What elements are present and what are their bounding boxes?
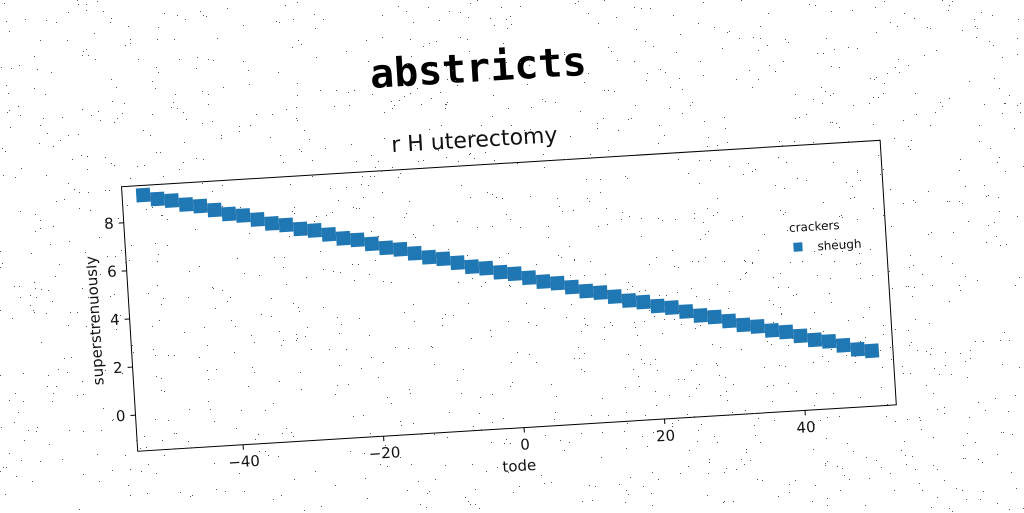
- data-point: [464, 259, 479, 274]
- scatter-chart: r H uterectomy −40 −20 0 20 40 0 2 4 6 8 tode su…: [79, 99, 919, 508]
- y-tick-label: 0: [115, 407, 126, 426]
- data-point: [379, 240, 394, 255]
- legend-title: crackers: [789, 218, 840, 235]
- y-tick-label: 6: [107, 263, 118, 282]
- data-point: [693, 308, 708, 323]
- data-point: [507, 266, 522, 281]
- legend-marker-sheugh: [793, 242, 803, 252]
- plot-frame: [122, 140, 897, 451]
- data-point: [293, 221, 308, 236]
- data-point: [836, 338, 851, 353]
- y-tick-label: 8: [104, 214, 115, 233]
- data-point: [779, 325, 794, 340]
- legend-label-sheugh: sheugh: [817, 237, 862, 254]
- data-point: [607, 289, 622, 304]
- chart-container: r H uterectomy −40 −20 0 20 40 0 2 4 6 8 tode su…: [79, 99, 919, 508]
- x-axis-label: tode: [502, 456, 537, 476]
- data-point: [136, 188, 151, 203]
- data-point: [822, 334, 837, 349]
- y-tick-label: 2: [113, 359, 124, 378]
- data-point: [793, 328, 808, 343]
- x-tick-label: −40: [228, 452, 261, 472]
- y-axis-label: superstrenuously: [82, 255, 108, 386]
- data-point: [736, 317, 751, 332]
- data-point: [364, 236, 379, 251]
- data-point: [321, 227, 336, 242]
- data-point: [750, 319, 765, 334]
- data-point: [279, 218, 294, 233]
- data-point: [307, 223, 322, 238]
- data-point: [193, 199, 208, 214]
- data-point: [550, 276, 565, 291]
- data-points: [136, 144, 879, 402]
- y-tick-label: 4: [110, 311, 121, 330]
- data-point: [622, 293, 637, 308]
- data-point: [707, 310, 722, 325]
- data-point: [664, 300, 679, 315]
- data-point: [179, 197, 194, 212]
- data-point: [250, 212, 265, 227]
- data-point: [864, 343, 879, 358]
- data-point: [393, 242, 408, 257]
- x-tick-label: −20: [368, 443, 401, 463]
- data-point: [150, 192, 165, 207]
- data-point: [236, 208, 251, 223]
- data-point: [493, 265, 508, 280]
- data-point: [436, 251, 451, 266]
- data-point: [650, 299, 665, 314]
- data-point: [850, 342, 865, 357]
- chart-title: r H uterectomy: [391, 123, 559, 158]
- data-point: [536, 274, 551, 289]
- data-point: [450, 255, 465, 270]
- data-point: [422, 250, 437, 265]
- data-point: [807, 332, 822, 347]
- data-point: [479, 261, 494, 276]
- data-point: [593, 285, 608, 300]
- legend: crackers sheugh: [789, 217, 862, 255]
- data-point: [636, 295, 651, 310]
- data-point: [722, 314, 737, 329]
- data-point: [164, 193, 179, 208]
- x-tick-label: 0: [520, 435, 531, 454]
- data-point: [564, 280, 579, 295]
- data-point: [764, 323, 779, 338]
- page-title: abstricts: [369, 39, 588, 98]
- data-point: [579, 284, 594, 299]
- data-point: [679, 304, 694, 319]
- x-tick-label: 20: [655, 426, 675, 445]
- data-point: [350, 232, 365, 247]
- data-point: [336, 231, 351, 246]
- data-point: [222, 207, 237, 222]
- y-axis: 0 2 4 6 8: [104, 214, 136, 426]
- data-point: [264, 216, 279, 231]
- data-point: [522, 270, 537, 285]
- data-point: [407, 246, 422, 261]
- data-point: [207, 203, 222, 218]
- x-tick-label: 40: [796, 418, 816, 437]
